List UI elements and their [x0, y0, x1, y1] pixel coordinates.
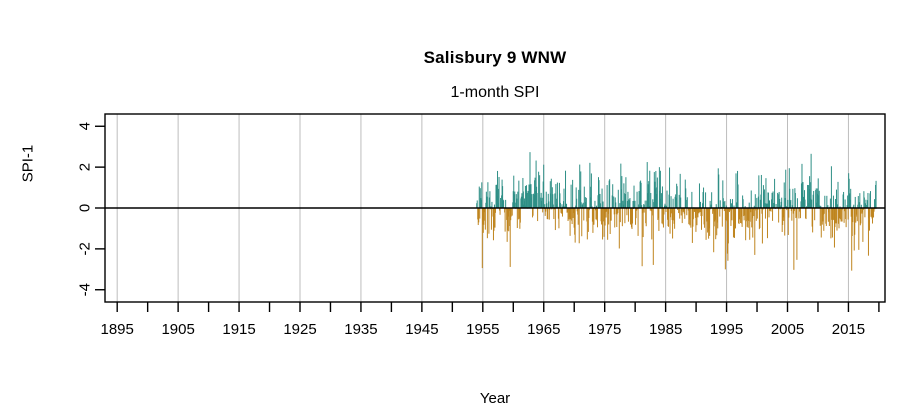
svg-text:1935: 1935	[344, 321, 377, 338]
svg-text:0: 0	[77, 204, 94, 212]
bar-series	[476, 152, 878, 271]
chart-subtitle: 1-month SPI	[450, 84, 540, 101]
svg-text:1985: 1985	[649, 321, 682, 338]
svg-text:1895: 1895	[101, 321, 134, 338]
svg-text:2: 2	[77, 163, 94, 171]
svg-text:1925: 1925	[283, 321, 316, 338]
svg-text:1915: 1915	[222, 321, 255, 338]
svg-text:-4: -4	[77, 283, 94, 296]
x-axis-ticks: 1895 1905 1915 1925 1935 1945 1955 1965 1975 1985…	[101, 302, 880, 338]
svg-text:1975: 1975	[588, 321, 621, 338]
svg-text:1905: 1905	[161, 321, 194, 338]
svg-text:2015: 2015	[832, 321, 865, 338]
chart-title: Salisbury 9 WNW	[423, 48, 567, 67]
y-axis-ticks: 4 2 0 -2 -4	[77, 122, 105, 296]
svg-text:1955: 1955	[466, 321, 499, 338]
svg-text:2005: 2005	[771, 321, 804, 338]
svg-text:4: 4	[77, 122, 94, 130]
svg-text:1995: 1995	[710, 321, 743, 338]
svg-text:-2: -2	[77, 242, 94, 255]
svg-text:1965: 1965	[527, 321, 560, 338]
x-axis-label: Year	[479, 390, 511, 407]
svg-text:1945: 1945	[405, 321, 438, 338]
